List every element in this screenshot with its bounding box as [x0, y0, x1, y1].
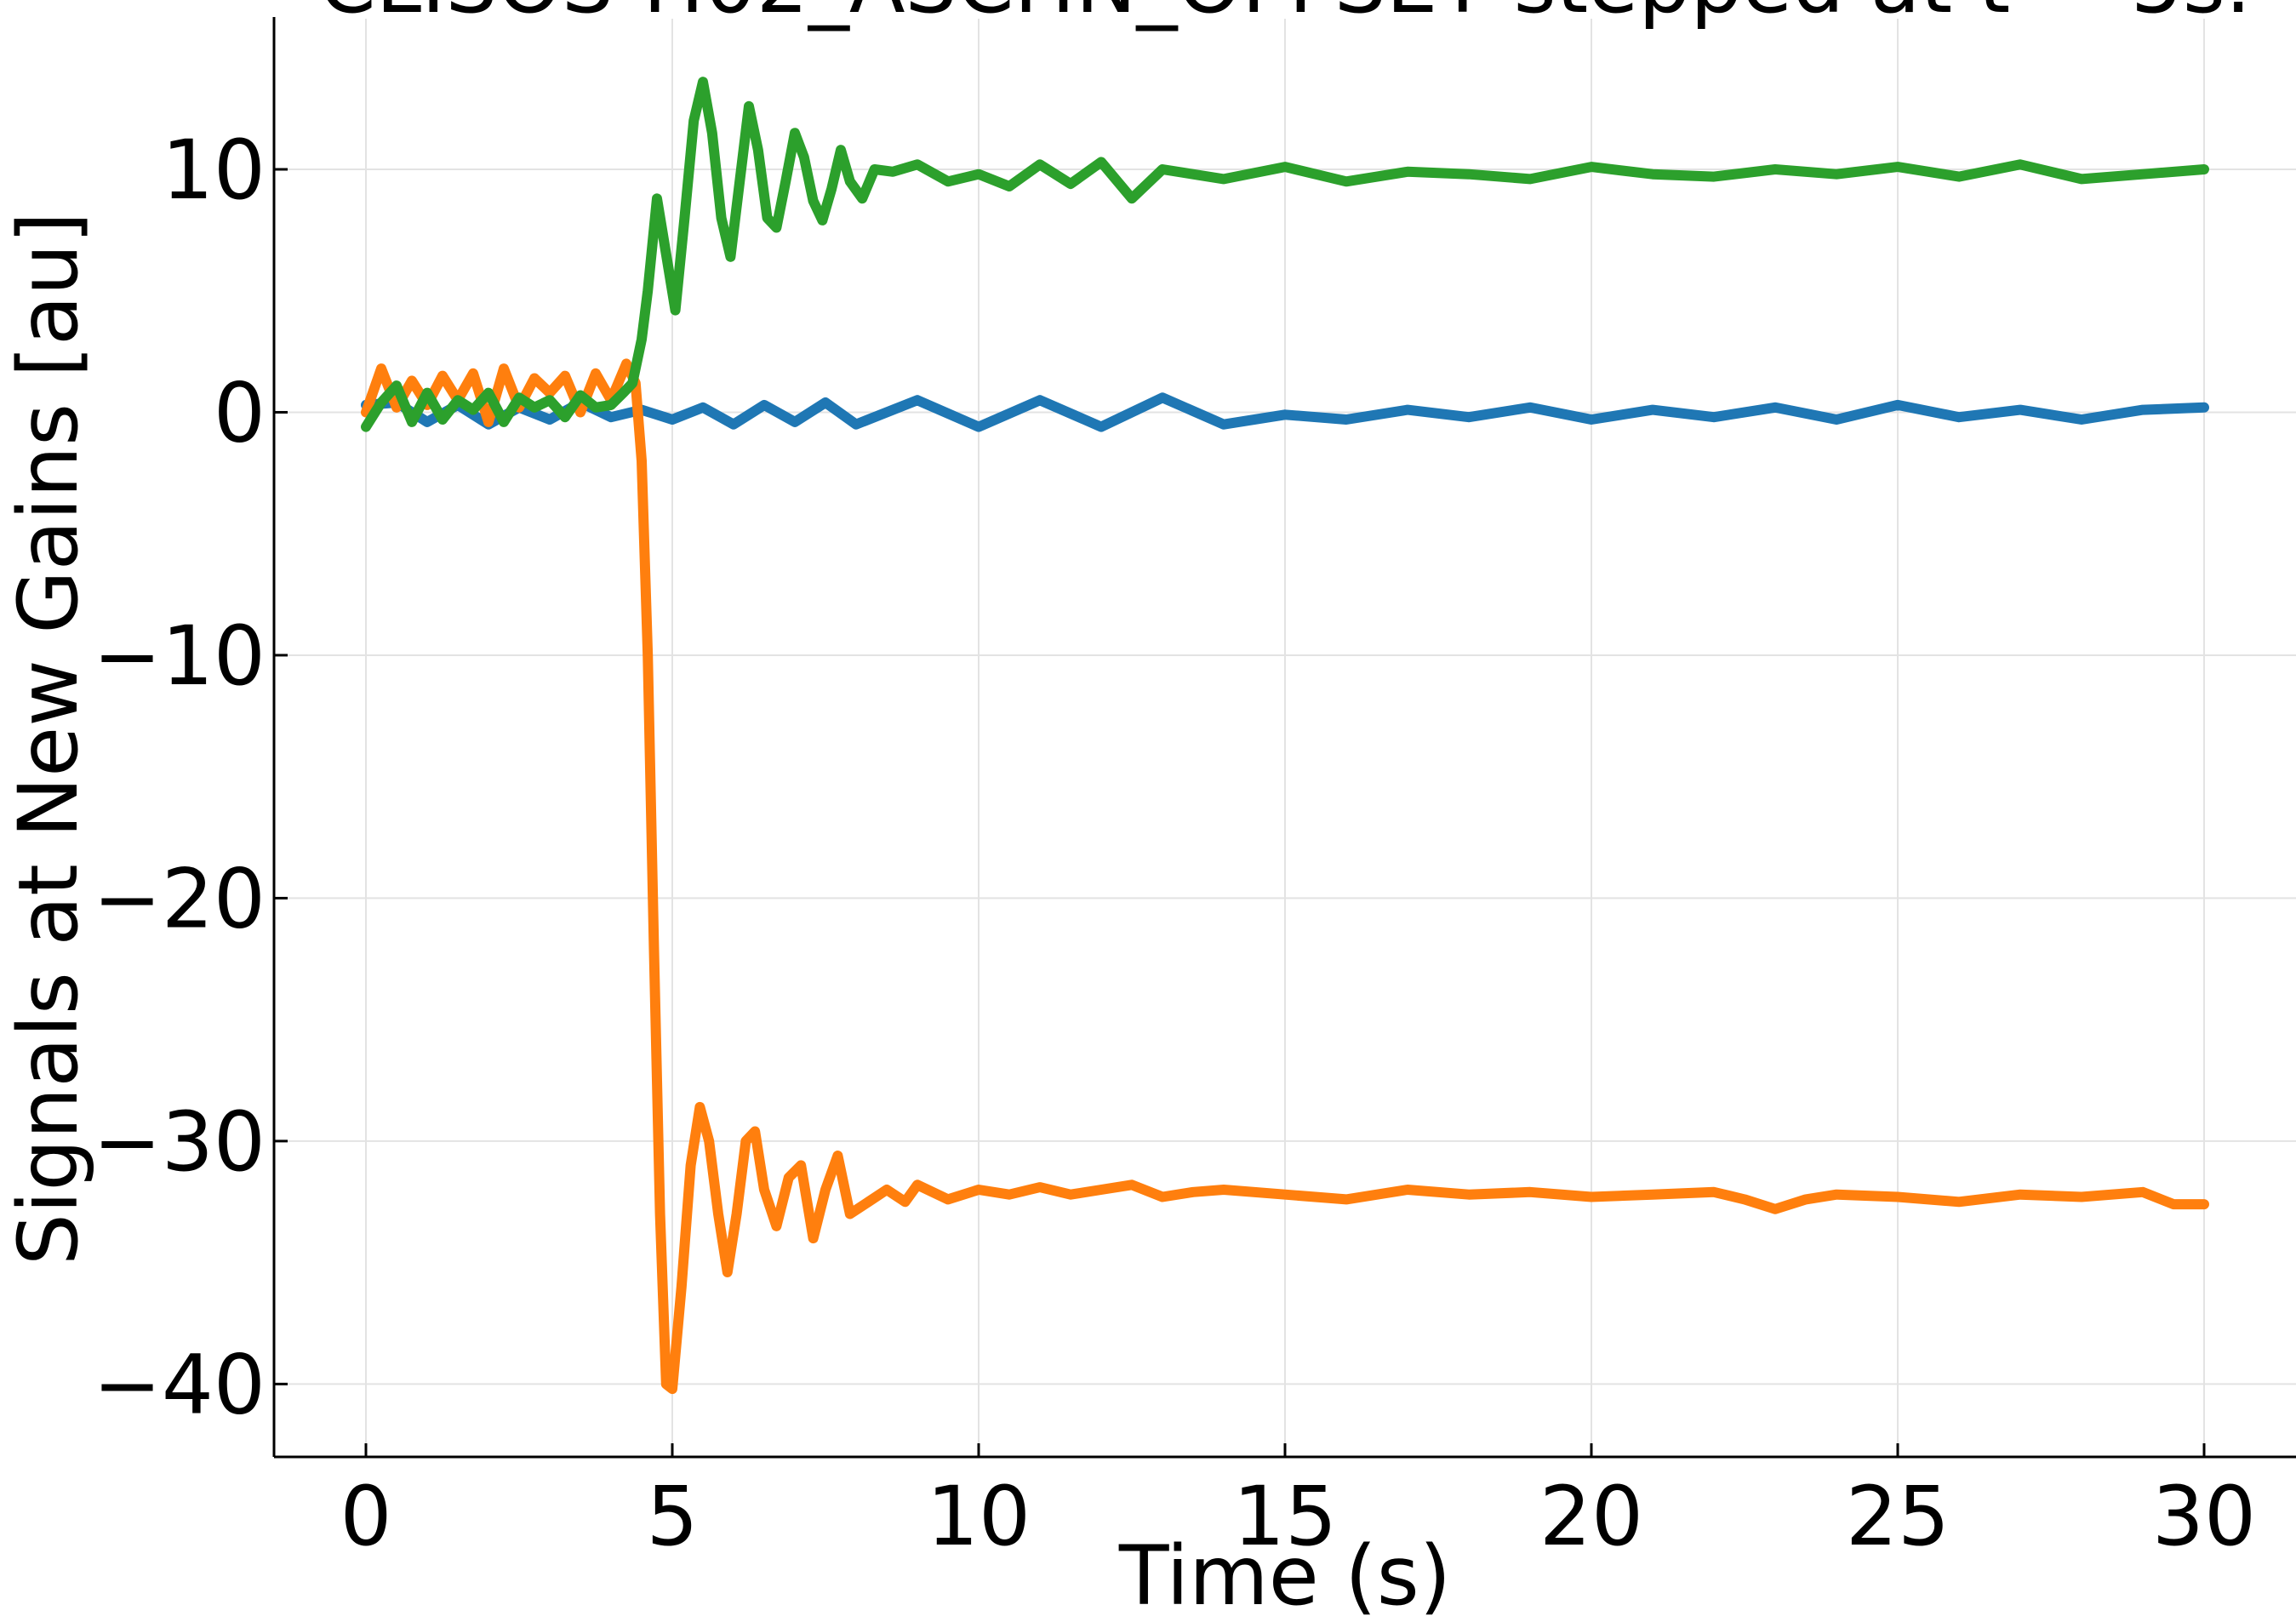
x-tick-label: 30	[2152, 1469, 2256, 1564]
x-tick-label: 0	[340, 1469, 391, 1564]
x-tick-label: 10	[927, 1469, 1031, 1564]
series-layer	[361, 77, 2209, 1395]
x-tick-label: 25	[1846, 1469, 1950, 1564]
y-tick-label: −30	[93, 1094, 266, 1190]
x-tick-label: 20	[1539, 1469, 1643, 1564]
y-tick-label: 10	[162, 123, 266, 218]
chart-title: CLISOS-H02_ASCHN_OFFSET stepped at t = 5…	[319, 0, 2252, 31]
series-line-2	[361, 358, 2209, 1395]
x-tick-label: 15	[1233, 1469, 1337, 1564]
y-tick-label: −10	[93, 608, 266, 704]
y-tick-label: −40	[93, 1337, 266, 1432]
x-axis-label: Time (s)	[1118, 1528, 1451, 1622]
series-line-3	[361, 77, 2209, 432]
axes	[272, 17, 2296, 1459]
y-axis-label: Signals at New Gains [au]	[1, 212, 96, 1265]
tick-labels: 0 5 10 15 20 25 30 −40 −30 −20 −10 0 10	[93, 123, 2256, 1564]
y-tick-label: −20	[93, 851, 266, 946]
y-tick-label: 0	[214, 365, 266, 460]
x-tick-label: 5	[646, 1469, 698, 1564]
grid	[274, 19, 2296, 1457]
